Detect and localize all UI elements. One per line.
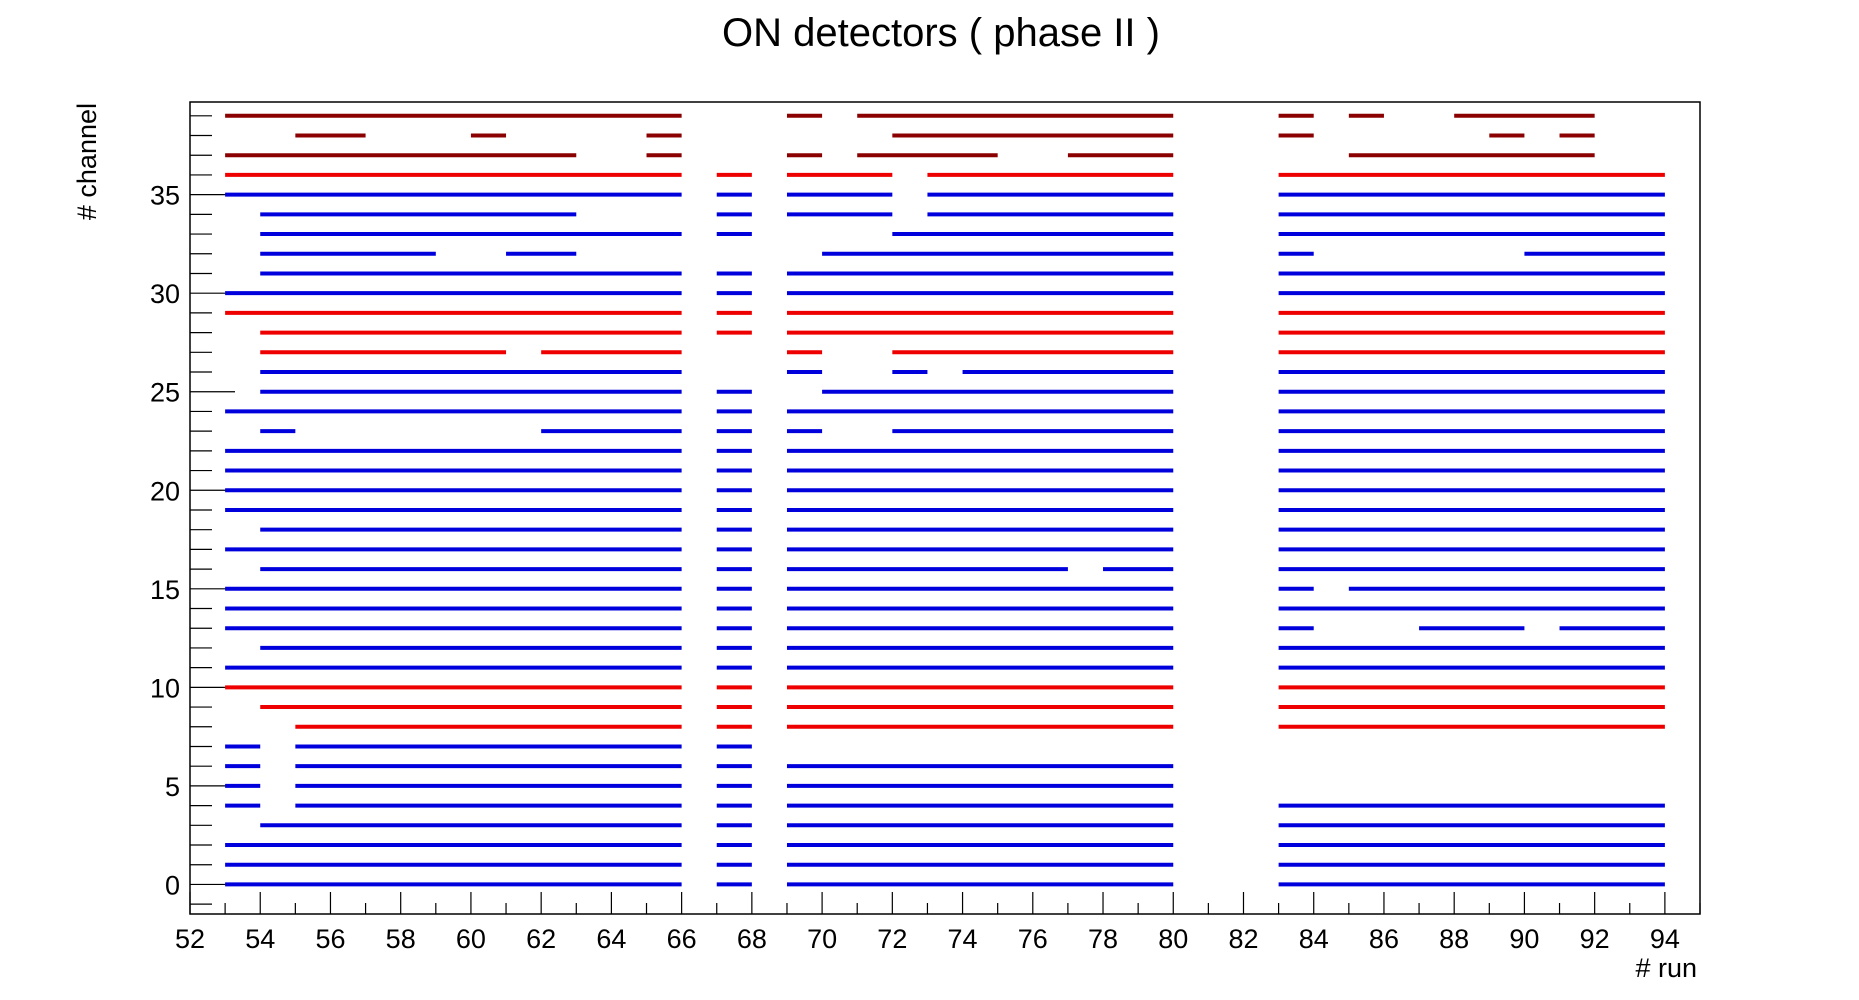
plot-area: 52 54 56 58 60 62 64 66 68 70 72 74 76 78 80 82 84 86 88 90… (150, 101, 1701, 954)
x-tick-label: 66 (667, 924, 697, 954)
x-tick-label: 90 (1509, 924, 1539, 954)
x-tick-label: 54 (245, 924, 275, 954)
x-tick-label: 92 (1580, 924, 1610, 954)
y-tick-label: 20 (150, 476, 180, 506)
x-tick-label: 64 (596, 924, 626, 954)
y-tick-label: 15 (150, 575, 180, 605)
plot-frame (189, 101, 1701, 915)
x-tick-label: 60 (456, 924, 486, 954)
x-tick-label: 52 (175, 924, 205, 954)
y-tick-label: 5 (165, 772, 180, 802)
x-axis-label: # run (1635, 953, 1697, 983)
y-tick-label: 35 (150, 181, 180, 211)
y-tick-label: 25 (150, 378, 180, 408)
y-axis-label: # channel (72, 103, 102, 220)
x-tick-label: 70 (807, 924, 837, 954)
x-tick-label: 62 (526, 924, 556, 954)
x-tick-label: 58 (386, 924, 416, 954)
x-tick-label: 68 (737, 924, 767, 954)
y-tick-label: 10 (150, 673, 180, 703)
x-tick-label: 74 (948, 924, 978, 954)
y-tick-label: 30 (150, 279, 180, 309)
x-tick-label: 56 (315, 924, 345, 954)
x-tick-label: 80 (1158, 924, 1188, 954)
y-tick-label: 0 (165, 870, 180, 900)
x-tick-label: 88 (1439, 924, 1469, 954)
x-tick-label: 76 (1018, 924, 1048, 954)
x-tick-label: 72 (877, 924, 907, 954)
x-tick-label: 86 (1369, 924, 1399, 954)
x-tick-label: 84 (1299, 924, 1329, 954)
x-tick-label: 78 (1088, 924, 1118, 954)
x-tick-label: 82 (1228, 924, 1258, 954)
x-tick-label: 94 (1650, 924, 1680, 954)
chart-title: ON detectors ( phase II ) (722, 11, 1160, 55)
